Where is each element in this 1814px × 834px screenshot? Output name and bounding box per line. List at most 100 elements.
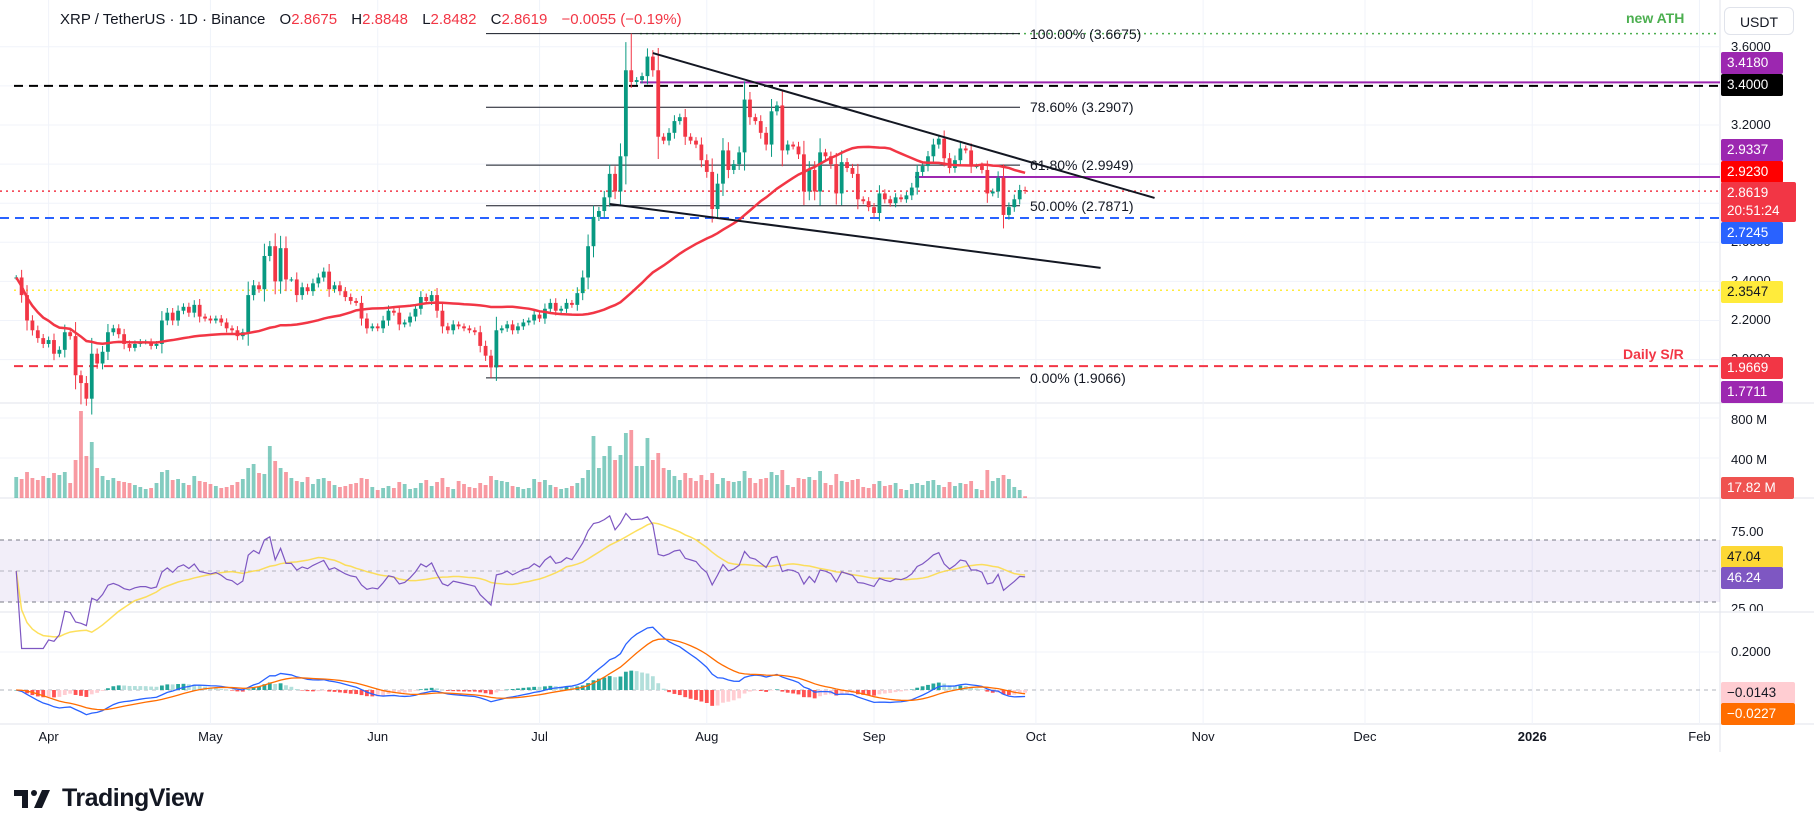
volume-bar [904, 490, 909, 498]
volume-bar [273, 461, 278, 498]
volume-bar [424, 480, 429, 498]
volume-bar [246, 468, 251, 498]
volume-bar [251, 464, 256, 498]
candle-body [230, 328, 234, 331]
volume-bar [100, 476, 105, 498]
macd-histogram-bar [796, 690, 801, 695]
candle-body [375, 326, 380, 329]
volume-bar [537, 482, 542, 498]
macd-histogram-bar [661, 688, 666, 690]
macd-histogram-bar [726, 690, 731, 702]
macd-histogram-bar [861, 690, 866, 695]
time-tick: Sep [862, 729, 886, 744]
candle-body [57, 349, 62, 354]
new-ath-label: new ATH [1626, 10, 1685, 26]
macd-histogram-bar [526, 687, 531, 690]
macd-histogram-bar [667, 690, 671, 693]
open-value: 2.8675 [291, 11, 338, 28]
volume-bar [381, 488, 385, 498]
macd-histogram-bar [186, 684, 191, 690]
candle-body [111, 328, 116, 333]
volume-bar [672, 476, 677, 498]
time-tick: Apr [38, 729, 59, 744]
candle-body [888, 199, 893, 204]
volume-bar [192, 476, 197, 498]
macd-histogram-bar [429, 687, 434, 690]
macd-histogram-bar [543, 686, 547, 690]
macd-signal-line [16, 638, 1026, 711]
volume-bar [726, 481, 731, 498]
candle-body [30, 320, 35, 331]
time-tick: Jun [367, 729, 389, 744]
candle-body [785, 144, 790, 151]
macd-histogram-bar [327, 690, 332, 692]
candle-body [764, 132, 769, 145]
rsi-badge: 46.24 [1721, 567, 1783, 589]
macd-histogram-bar [445, 690, 450, 691]
candle-body [602, 197, 607, 212]
macd-histogram-bar [920, 686, 925, 690]
candle-body [52, 340, 56, 354]
candle-body [775, 105, 779, 112]
volume-bar [375, 490, 380, 498]
macd-histogram-bar [1007, 690, 1011, 696]
candle-body [445, 326, 450, 331]
candle-body [688, 136, 693, 141]
chart-canvas[interactable] [0, 0, 1814, 760]
volume-bar [451, 489, 456, 498]
volume-bar [143, 489, 148, 498]
macd-histogram-bar [537, 686, 542, 690]
macd-histogram-bar [235, 690, 240, 692]
candle-body [958, 148, 963, 161]
candle-body [321, 271, 326, 278]
volume-tick: 400 M [1731, 452, 1768, 467]
volume-bar [704, 480, 709, 498]
macd-histogram-bar [769, 690, 774, 691]
volume-bar [165, 470, 170, 498]
volume-bar [818, 471, 822, 498]
candle-body [742, 99, 747, 153]
macd-histogram-bar [397, 690, 402, 694]
volume-bar [397, 482, 402, 498]
volume-bar [262, 474, 267, 498]
volume-bar [41, 476, 46, 498]
candle-body [548, 302, 553, 309]
candle-body [89, 353, 94, 399]
volume-bar [715, 484, 720, 498]
macd-histogram-bar [942, 683, 947, 690]
currency-button[interactable]: USDT [1724, 7, 1794, 35]
time-tick: May [198, 729, 223, 744]
macd-histogram-bar [343, 690, 348, 694]
time-tick: Feb [1688, 729, 1711, 744]
candle-body [462, 326, 466, 329]
volume-bar [294, 481, 299, 498]
macd-histogram-bar [753, 690, 758, 691]
volume-bar [607, 446, 612, 498]
candle-body [807, 169, 812, 192]
candle-body [203, 316, 207, 319]
candle-body [397, 312, 402, 325]
macd-histogram-bar [170, 684, 175, 690]
price-tick: 2.2000 [1731, 312, 1771, 327]
macd-histogram-bar [764, 690, 769, 692]
rsi-tick: 25.00 [1731, 601, 1764, 611]
candle-body [872, 207, 876, 213]
volume-bar [974, 489, 979, 498]
macd-tick: 0.2000 [1731, 644, 1771, 659]
candle-body [726, 150, 731, 170]
macd-histogram-bar [607, 676, 612, 690]
volume-bar [1007, 479, 1011, 498]
candle-body [246, 295, 251, 333]
close-label: C [490, 11, 502, 28]
symbol-title[interactable]: XRP / TetherUS · 1D · Binance [60, 11, 266, 28]
candle-body [494, 330, 499, 368]
macd-histogram-bar [807, 690, 812, 698]
fib-label-100: 100.00% (3.6675) [1030, 25, 1142, 42]
macd-histogram-bar [505, 689, 510, 691]
volume-bar [499, 481, 504, 498]
macd-histogram-bar [154, 686, 159, 690]
candle-body [591, 216, 596, 247]
macd-histogram-bar [375, 690, 380, 697]
volume-bar [969, 481, 974, 498]
volume-bar [548, 485, 553, 498]
